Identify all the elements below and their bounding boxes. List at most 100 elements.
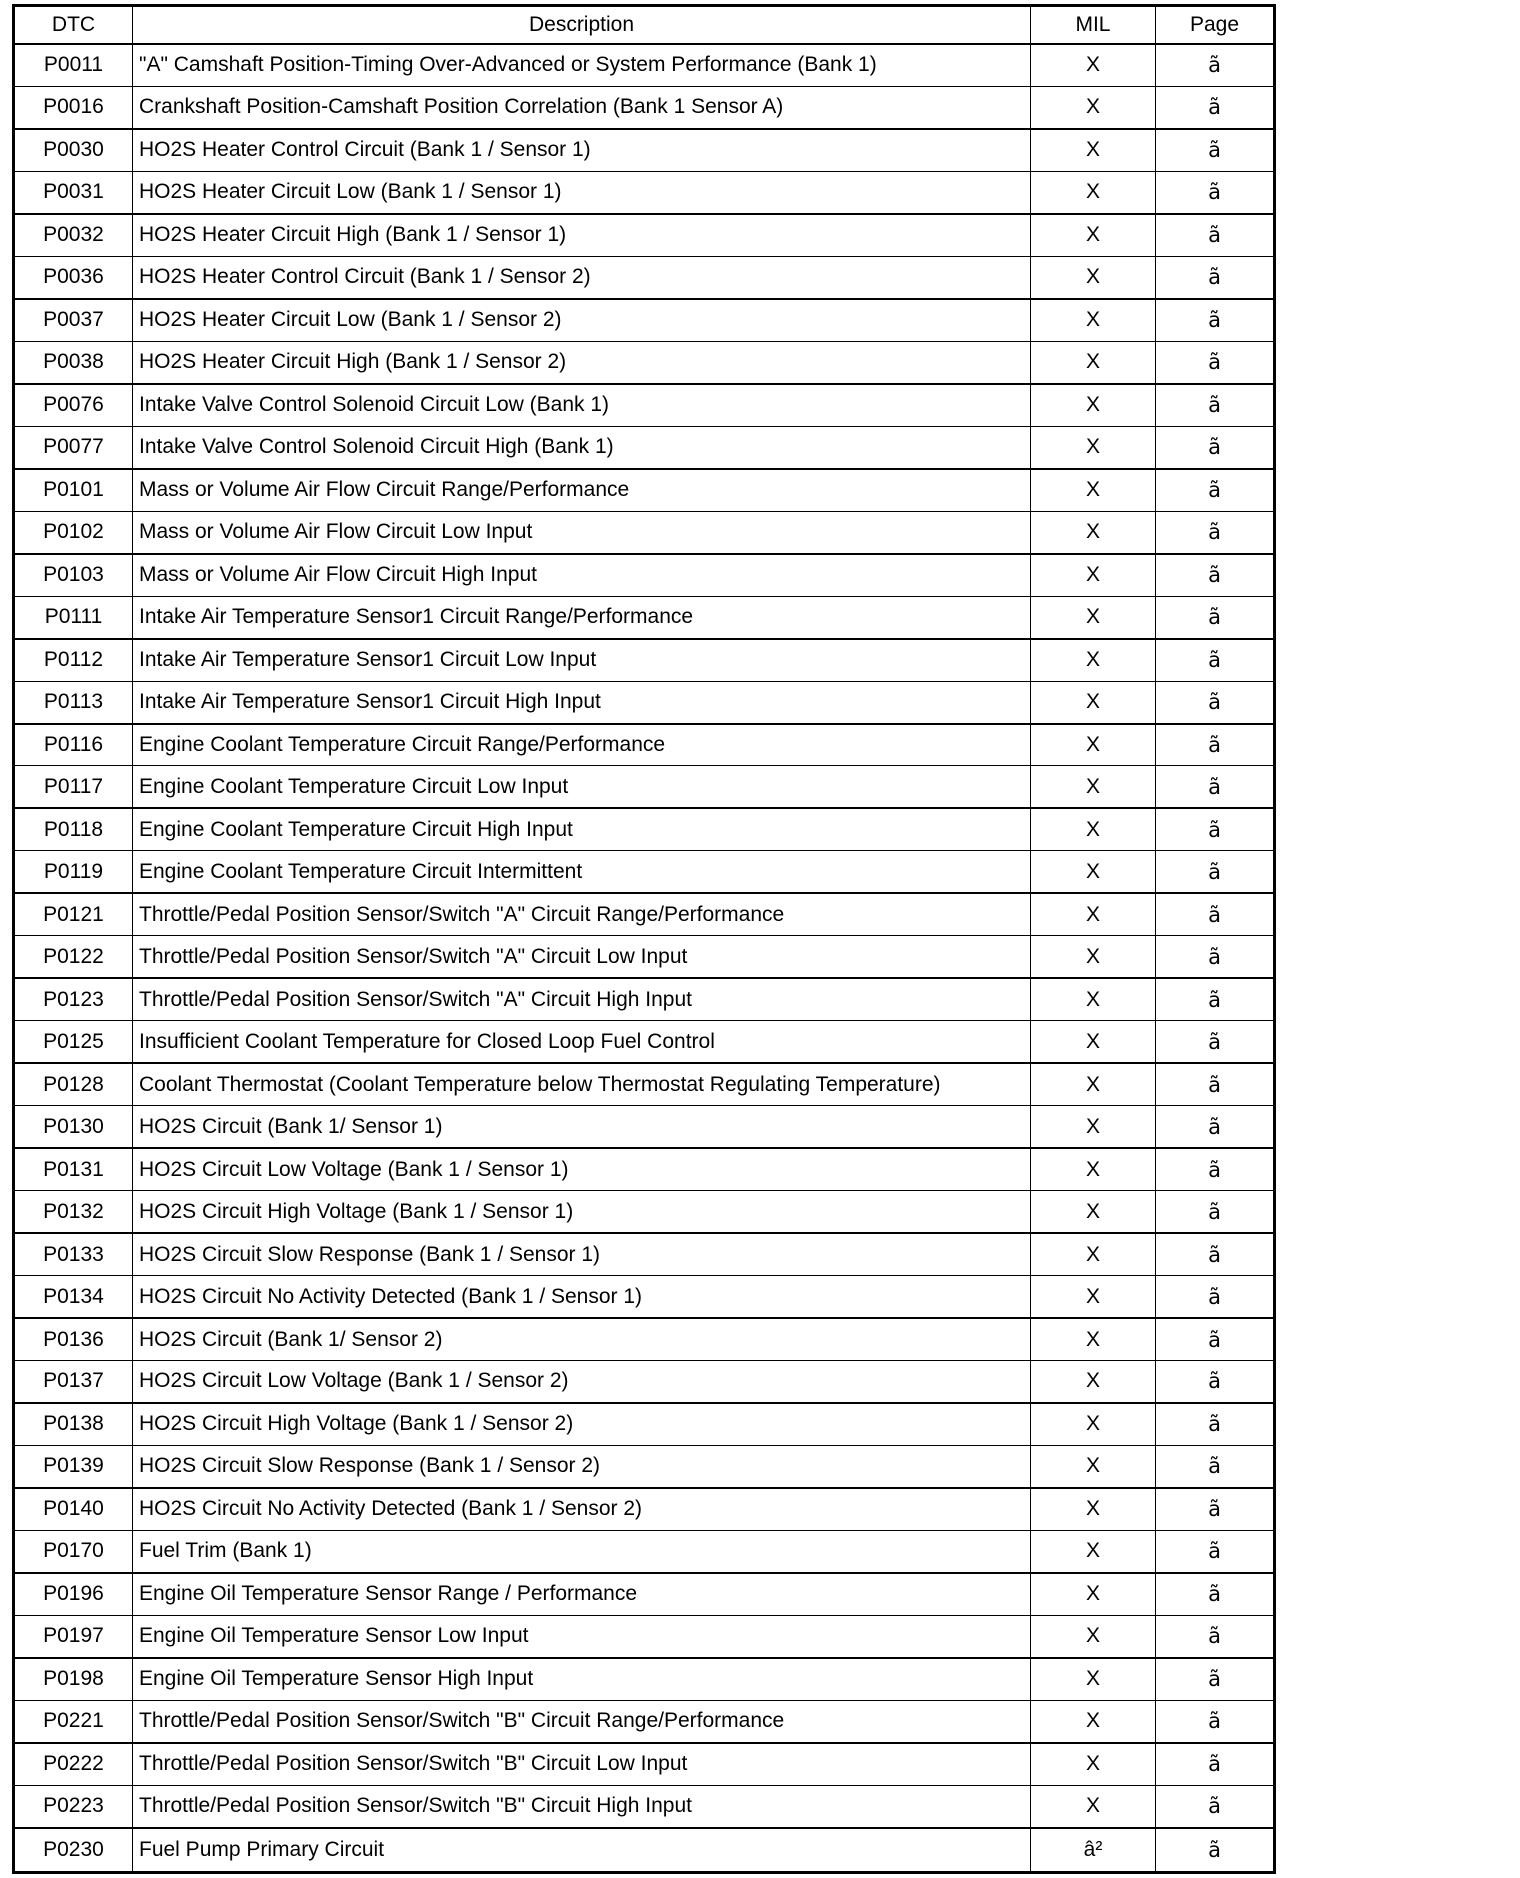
cell-mil: X — [1030, 127, 1156, 172]
cell-mil: X — [1030, 850, 1156, 894]
cell-page: ã — [1155, 170, 1275, 215]
cell-dtc: P0119 — [13, 850, 133, 894]
cell-page: ã — [1155, 1147, 1275, 1192]
cell-page: ã — [1155, 637, 1275, 682]
cell-mil: X — [1030, 1529, 1156, 1574]
cell-mil: X — [1030, 807, 1156, 852]
cell-page: ã — [1155, 1656, 1275, 1701]
cell-page: ã — [1155, 552, 1275, 597]
column-header-dtc: DTC — [13, 5, 133, 45]
cell-page: ã — [1155, 850, 1275, 894]
cell-page: ã — [1155, 43, 1275, 87]
cell-description: Intake Valve Control Solenoid Circuit Hi… — [132, 425, 1031, 470]
cell-dtc: P0037 — [13, 297, 133, 342]
cell-description: HO2S Heater Circuit Low (Bank 1 / Sensor… — [132, 170, 1031, 215]
cell-dtc: P0103 — [13, 552, 133, 597]
table-row: P0030 HO2S Heater Control Circuit (Bank 1… — [13, 127, 1275, 172]
cell-page: ã — [1155, 1699, 1275, 1744]
cell-page: ã — [1155, 1232, 1275, 1277]
cell-description: Throttle/Pedal Position Sensor/Switch "A… — [132, 892, 1031, 937]
cell-description: HO2S Circuit Low Voltage (Bank 1 / Senso… — [132, 1147, 1031, 1192]
table-row: P0076 Intake Valve Control Solenoid Circu… — [13, 382, 1275, 427]
cell-description: Coolant Thermostat (Coolant Temperature … — [132, 1062, 1031, 1107]
cell-dtc: P0077 — [13, 425, 133, 470]
cell-description: Engine Coolant Temperature Circuit Range… — [132, 722, 1031, 767]
cell-mil: X — [1030, 765, 1156, 809]
cell-dtc: P0223 — [13, 1784, 133, 1829]
cell-dtc: P0222 — [13, 1741, 133, 1786]
table-row: P0036 HO2S Heater Control Circuit (Bank 1… — [13, 255, 1275, 300]
cell-page: ã — [1155, 1020, 1275, 1064]
table-row: P0132 HO2S Circuit High Voltage (Bank 1 /… — [13, 1190, 1275, 1234]
cell-dtc: P0112 — [13, 637, 133, 682]
cell-mil: X — [1030, 1020, 1156, 1064]
cell-description: Engine Oil Temperature Sensor High Input — [132, 1656, 1031, 1701]
cell-description: Throttle/Pedal Position Sensor/Switch "A… — [132, 935, 1031, 979]
cell-mil: X — [1030, 467, 1156, 512]
cell-dtc: P0076 — [13, 382, 133, 427]
table-row: P0138 HO2S Circuit High Voltage (Bank 1 /… — [13, 1401, 1275, 1446]
cell-dtc: P0032 — [13, 212, 133, 257]
cell-page: ã — [1155, 127, 1275, 172]
cell-page: ã — [1155, 1401, 1275, 1446]
cell-page: ã — [1155, 212, 1275, 257]
cell-description: Engine Oil Temperature Sensor Range / Pe… — [132, 1571, 1031, 1616]
cell-mil: X — [1030, 170, 1156, 215]
dtc-description-table: DTC Description MIL Page P0011 "A" Camsha… — [12, 4, 1276, 1874]
cell-description: Engine Coolant Temperature Circuit High … — [132, 807, 1031, 852]
cell-page: ã — [1155, 1826, 1275, 1874]
cell-dtc: P0197 — [13, 1614, 133, 1659]
cell-page: ã — [1155, 255, 1275, 300]
cell-dtc: P0101 — [13, 467, 133, 512]
cell-dtc: P0131 — [13, 1147, 133, 1192]
table-row: P0116 Engine Coolant Temperature Circuit … — [13, 722, 1275, 767]
cell-dtc: P0036 — [13, 255, 133, 300]
cell-dtc: P0122 — [13, 935, 133, 979]
cell-page: ã — [1155, 892, 1275, 937]
cell-mil: X — [1030, 680, 1156, 725]
cell-mil: X — [1030, 892, 1156, 937]
table-row: P0196 Engine Oil Temperature Sensor Range… — [13, 1571, 1275, 1616]
table-row: P0134 HO2S Circuit No Activity Detected (… — [13, 1275, 1275, 1319]
table-row: P0133 HO2S Circuit Slow Response (Bank 1 … — [13, 1232, 1275, 1277]
cell-page: ã — [1155, 595, 1275, 640]
cell-mil: X — [1030, 1147, 1156, 1192]
cell-mil: X — [1030, 1275, 1156, 1319]
cell-mil: X — [1030, 1062, 1156, 1107]
cell-mil: X — [1030, 1699, 1156, 1744]
cell-page: ã — [1155, 510, 1275, 555]
cell-mil: X — [1030, 510, 1156, 555]
table-row: P0101 Mass or Volume Air Flow Circuit Ran… — [13, 467, 1275, 512]
cell-mil: X — [1030, 1401, 1156, 1446]
cell-mil: X — [1030, 1784, 1156, 1829]
cell-page: ã — [1155, 340, 1275, 385]
cell-page: ã — [1155, 467, 1275, 512]
cell-description: Intake Air Temperature Sensor1 Circuit H… — [132, 680, 1031, 725]
cell-mil: X — [1030, 1571, 1156, 1616]
cell-page: ã — [1155, 1062, 1275, 1107]
column-header-description: Description — [132, 5, 1031, 45]
cell-dtc: P0016 — [13, 85, 133, 130]
cell-dtc: P0038 — [13, 340, 133, 385]
cell-description: HO2S Heater Circuit High (Bank 1 / Senso… — [132, 212, 1031, 257]
table-row: P0113 Intake Air Temperature Sensor1 Circ… — [13, 680, 1275, 725]
cell-dtc: P0125 — [13, 1020, 133, 1064]
cell-dtc: P0102 — [13, 510, 133, 555]
cell-mil: X — [1030, 382, 1156, 427]
cell-page: ã — [1155, 1741, 1275, 1786]
cell-dtc: P0011 — [13, 43, 133, 87]
cell-description: Mass or Volume Air Flow Circuit Low Inpu… — [132, 510, 1031, 555]
cell-description: HO2S Circuit Low Voltage (Bank 1 / Senso… — [132, 1360, 1031, 1404]
cell-description: Intake Valve Control Solenoid Circuit Lo… — [132, 382, 1031, 427]
cell-description: Crankshaft Position-Camshaft Position Co… — [132, 85, 1031, 130]
cell-description: Engine Coolant Temperature Circuit Inter… — [132, 850, 1031, 894]
table-row: P0111 Intake Air Temperature Sensor1 Circ… — [13, 595, 1275, 640]
cell-dtc: P0118 — [13, 807, 133, 852]
cell-dtc: P0111 — [13, 595, 133, 640]
cell-description: Throttle/Pedal Position Sensor/Switch "B… — [132, 1741, 1031, 1786]
cell-description: HO2S Circuit No Activity Detected (Bank … — [132, 1486, 1031, 1531]
cell-description: Throttle/Pedal Position Sensor/Switch "A… — [132, 977, 1031, 1022]
cell-description: Throttle/Pedal Position Sensor/Switch "B… — [132, 1699, 1031, 1744]
